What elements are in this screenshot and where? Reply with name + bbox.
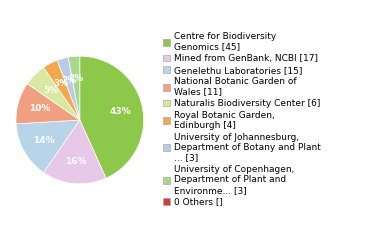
Wedge shape [16,84,80,124]
Wedge shape [16,120,80,173]
Wedge shape [57,57,80,120]
Wedge shape [44,120,106,184]
Text: 43%: 43% [109,107,131,116]
Text: 16%: 16% [65,157,87,166]
Text: 2%: 2% [68,74,84,83]
Wedge shape [27,67,80,120]
Text: 10%: 10% [29,104,51,113]
Text: 5%: 5% [43,86,58,95]
Legend: Centre for Biodiversity
Genomics [45], Mined from GenBank, NCBI [17], Genelethu : Centre for Biodiversity Genomics [45], M… [163,32,320,206]
Wedge shape [44,60,80,120]
Text: 2%: 2% [61,76,76,84]
Text: 14%: 14% [33,136,54,145]
Wedge shape [68,56,80,120]
Wedge shape [80,56,144,178]
Text: 3%: 3% [53,79,68,88]
